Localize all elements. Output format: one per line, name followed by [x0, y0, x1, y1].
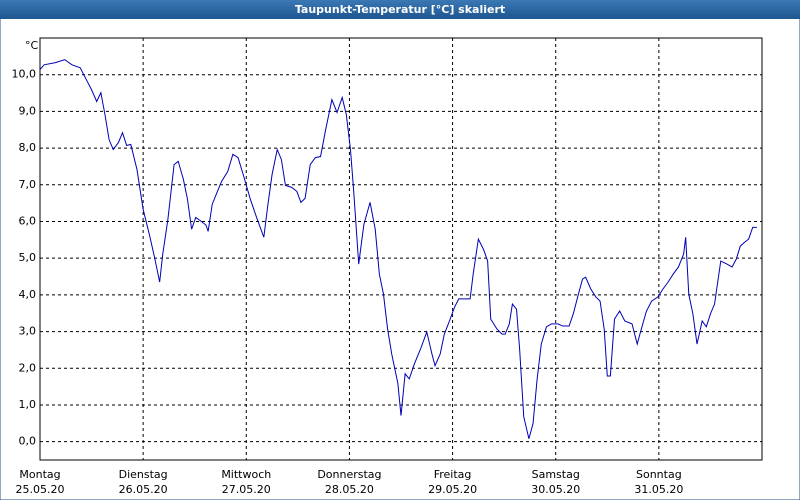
x-tick-label: Donnerstag — [317, 468, 381, 481]
y-tick-label: 10,0 — [12, 68, 37, 81]
x-tick-label: Dienstag — [119, 468, 168, 481]
x-tick-label: Freitag — [434, 468, 472, 481]
chart-title: Taupunkt-Temperatur [°C] skaliert — [295, 3, 505, 16]
y-tick-label: 2,0 — [19, 361, 37, 374]
x-tick-label: 28.05.20 — [325, 483, 374, 496]
title-bar — [0, 0, 800, 19]
x-tick-label: 30.05.20 — [531, 483, 580, 496]
x-tick-label: Montag — [19, 468, 60, 481]
x-tick-label: 25.05.20 — [16, 483, 65, 496]
y-tick-label: 4,0 — [19, 288, 37, 301]
y-tick-label: 7,0 — [19, 178, 37, 191]
x-tick-label: 27.05.20 — [222, 483, 271, 496]
y-tick-label: 9,0 — [19, 104, 37, 117]
y-tick-label: 5,0 — [19, 251, 37, 264]
x-tick-label: Samstag — [532, 468, 580, 481]
x-tick-label: 26.05.20 — [119, 483, 168, 496]
y-tick-label: 3,0 — [19, 325, 37, 338]
y-axis-label: °C — [25, 39, 39, 52]
y-tick-label: 8,0 — [19, 141, 37, 154]
y-tick-label: 6,0 — [19, 214, 37, 227]
y-tick-label: 0,0 — [19, 435, 37, 448]
x-tick-label: Sonntag — [636, 468, 682, 481]
x-tick-label: 29.05.20 — [428, 483, 477, 496]
data-line — [39, 59, 757, 439]
x-tick-label: 31.05.20 — [634, 483, 683, 496]
x-tick-label: Mittwoch — [221, 468, 271, 481]
y-tick-label: 1,0 — [19, 398, 37, 411]
